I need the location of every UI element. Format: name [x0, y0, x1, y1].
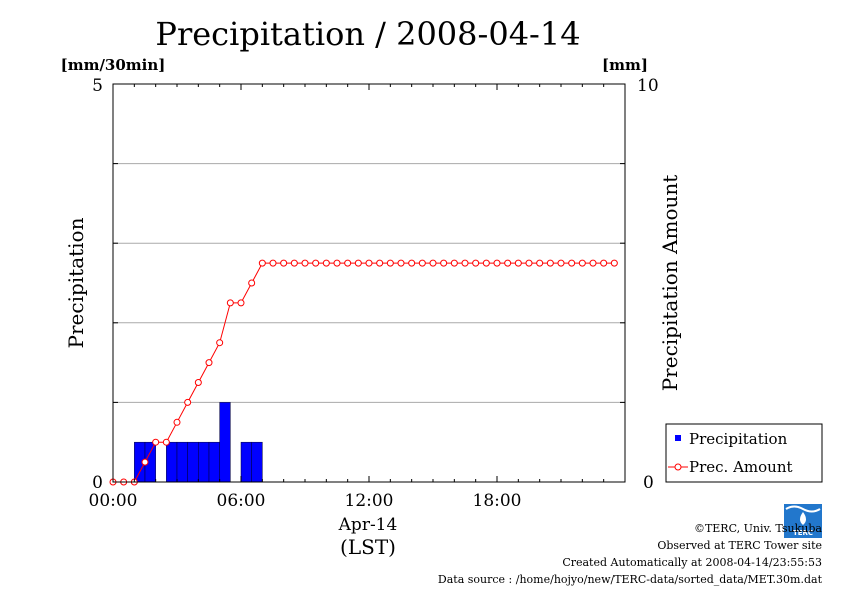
- amount-point: [600, 259, 608, 267]
- amount-point: [418, 259, 426, 267]
- amount-point: [269, 259, 277, 267]
- amount-point: [397, 259, 405, 267]
- axis-ticks: [112, 83, 626, 483]
- x-timezone-label: (LST): [340, 535, 396, 559]
- legend-bar-swatch: [675, 435, 681, 441]
- amount-point: [493, 259, 501, 267]
- amount-point: [152, 438, 160, 446]
- amount-point: [344, 259, 352, 267]
- precipitation-bar: [251, 441, 263, 483]
- legend-marker-swatch: [674, 463, 682, 471]
- precipitation-bar: [198, 441, 210, 483]
- terc-logo: TERC: [784, 504, 822, 538]
- gridlines: [113, 163, 625, 403]
- amount-point: [226, 299, 234, 307]
- amount-point: [589, 259, 597, 267]
- amount-point: [568, 259, 576, 267]
- amount-point: [376, 259, 384, 267]
- precipitation-bar: [208, 441, 220, 483]
- amount-point: [141, 458, 149, 466]
- x-tick-label: 06:00: [217, 491, 266, 511]
- legend: Precipitation Prec. Amount: [665, 423, 823, 483]
- amount-point: [450, 259, 458, 267]
- amount-point: [184, 398, 192, 406]
- plot-frame: [112, 83, 626, 483]
- amount-point: [482, 259, 490, 267]
- amount-point: [354, 259, 362, 267]
- right-axis-unit: [mm]: [602, 56, 648, 74]
- amount-point: [514, 259, 522, 267]
- precipitation-bars: [134, 402, 263, 483]
- logo-wave: [785, 505, 821, 513]
- amount-point: [237, 299, 245, 307]
- amount-point: [440, 259, 448, 267]
- credit-created: Created Automatically at 2008-04-14/23:5…: [562, 556, 822, 569]
- amount-point: [429, 259, 437, 267]
- left-tick-max: 5: [92, 76, 103, 96]
- amount-point: [557, 259, 565, 267]
- chart-title: Precipitation / 2008-04-14: [155, 15, 580, 53]
- amount-point: [173, 418, 181, 426]
- x-date-label: Apr-14: [338, 515, 398, 535]
- legend-box: [665, 423, 823, 483]
- amount-point: [333, 259, 341, 267]
- credit-copyright: ©TERC, Univ. Tsukuba: [694, 522, 822, 535]
- left-axis-title: Precipitation: [64, 217, 88, 348]
- amount-point: [504, 259, 512, 267]
- amount-point: [216, 339, 224, 347]
- amount-point: [280, 259, 288, 267]
- x-tick-label: 00:00: [89, 491, 138, 511]
- logo-text: TERC: [793, 529, 813, 537]
- right-tick-min: 0: [643, 473, 654, 493]
- right-axis-title: Precipitation Amount: [658, 175, 682, 392]
- amount-point: [536, 259, 544, 267]
- amount-point: [301, 259, 309, 267]
- amount-point: [290, 259, 298, 267]
- precipitation-bar: [166, 441, 178, 483]
- x-tick-label: 18:00: [473, 491, 522, 511]
- amount-point: [162, 438, 170, 446]
- left-tick-min: 0: [92, 473, 103, 493]
- logo-drop: [800, 512, 806, 525]
- right-tick-max: 10: [637, 76, 659, 96]
- amount-point: [248, 279, 256, 287]
- credit-source: Data source : /home/hojyo/new/TERC-data/…: [438, 573, 823, 586]
- legend-precipitation-label: Precipitation: [689, 430, 788, 448]
- amount-point: [578, 259, 586, 267]
- left-axis-unit: [mm/30min]: [61, 56, 166, 74]
- precipitation-bar: [187, 441, 199, 483]
- precipitation-bar: [219, 402, 231, 483]
- amount-point: [258, 259, 266, 267]
- amount-point: [610, 259, 618, 267]
- amount-point: [205, 359, 213, 367]
- amount-point: [194, 379, 202, 386]
- amount-point: [365, 259, 373, 267]
- precipitation-bar: [176, 441, 188, 483]
- amount-point: [472, 259, 480, 267]
- credit-observed: Observed at TERC Tower site: [657, 539, 822, 552]
- amount-point: [312, 259, 320, 267]
- amount-point: [322, 259, 330, 267]
- amount-point: [408, 259, 416, 267]
- x-tick-label: 12:00: [345, 491, 394, 511]
- amount-point: [525, 259, 533, 267]
- legend-amount-label: Prec. Amount: [689, 458, 793, 476]
- x-tick-labels: 00:00 06:00 12:00 18:00: [89, 491, 522, 511]
- amount-point: [546, 259, 554, 267]
- amount-point: [386, 259, 394, 267]
- precipitation-bar: [240, 441, 252, 483]
- precipitation-amount-line: [109, 259, 618, 486]
- amount-point: [461, 259, 469, 267]
